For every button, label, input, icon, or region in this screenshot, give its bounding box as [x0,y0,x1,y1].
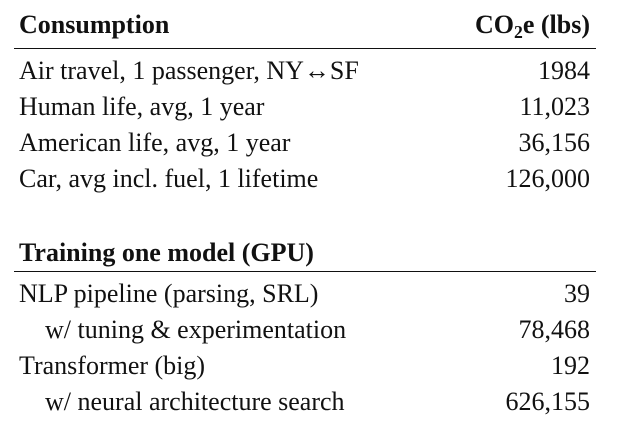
table-row: American life, avg, 1 year 36,156 [14,128,596,164]
training-header-row: Training one model (GPU) [14,238,596,274]
training-header-label: Training one model (GPU) [19,238,314,267]
row-label: Human life, avg, 1 year [19,92,265,121]
training-header-rule [14,271,596,272]
co2e-header-prefix: CO [474,10,514,39]
consumption-header-row: Consumption CO2e (lbs) [14,10,596,46]
table-row: w/ neural architecture search 626,155 [14,387,596,423]
table-row: Air travel, 1 passenger, NY↔SF 1984 [14,56,596,92]
table-row: NLP pipeline (parsing, SRL) 39 [14,279,596,315]
row-label: w/ tuning & experimentation [45,315,347,344]
table-row: w/ tuning & experimentation 78,468 [14,315,596,351]
table-row: Human life, avg, 1 year 11,023 [14,92,596,128]
row-value: 11,023 [519,92,590,121]
row-value: 1984 [538,56,590,85]
row-value: 78,468 [518,315,591,344]
co2e-header-suffix: e (lbs) [522,10,590,39]
row-value: 36,156 [518,128,591,157]
co2e-header: CO2e (lbs) [474,10,590,42]
row-value: 39 [564,279,590,308]
row-label: w/ neural architecture search [45,387,345,416]
row-label: NLP pipeline (parsing, SRL) [19,279,319,308]
consumption-header-rule [14,48,596,49]
row-label: Transformer (big) [19,351,206,380]
row-value: 626,155 [505,387,591,416]
row-label: American life, avg, 1 year [19,128,291,157]
row-value: 192 [551,351,590,380]
table-row: Transformer (big) 192 [14,351,596,387]
co2e-header-subscript: 2 [513,21,523,42]
row-label: Car, avg incl. fuel, 1 lifetime [19,164,319,193]
row-label: Air travel, 1 passenger, NY↔SF [19,56,359,85]
table-row: Car, avg incl. fuel, 1 lifetime 126,000 [14,164,596,200]
consumption-header-label: Consumption [19,10,170,39]
row-value: 126,000 [505,164,591,193]
